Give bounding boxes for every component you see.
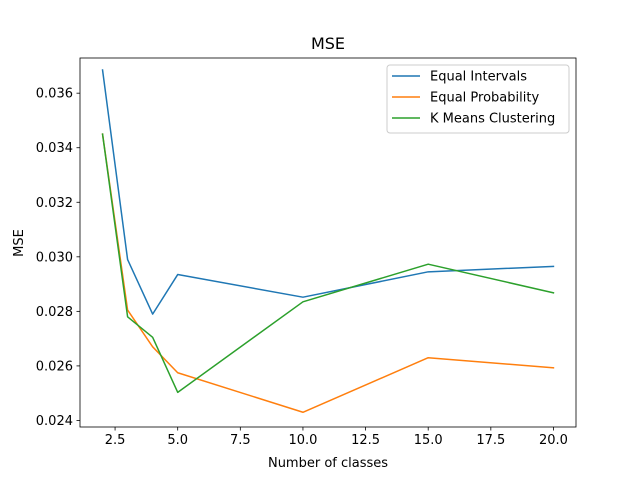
x-tick-label: 12.5 xyxy=(351,433,380,448)
x-tick-label: 5.0 xyxy=(167,433,188,448)
y-tick-label: 0.032 xyxy=(36,196,73,211)
x-tick-label: 15.0 xyxy=(414,433,443,448)
legend-label-3: K Means Clustering xyxy=(430,112,555,127)
series-line-2 xyxy=(101,133,555,414)
x-tick-label: 10.0 xyxy=(288,433,317,448)
y-tick-label: 0.036 xyxy=(36,87,73,102)
chart-title: MSE xyxy=(311,34,345,53)
x-tick-label: 2.5 xyxy=(105,433,126,448)
y-tick-label: 0.028 xyxy=(36,305,73,320)
y-tick-label: 0.026 xyxy=(36,359,73,374)
axes: 2.5 5.0 7.5 10.0 12.5 15.0 17.5 20.0 0.024 0.026 0… xyxy=(36,57,577,448)
y-axis-title: MSE xyxy=(12,229,27,257)
y-tick-label: 0.034 xyxy=(36,141,73,156)
x-tick-label: 7.5 xyxy=(230,433,251,448)
legend-box xyxy=(386,64,570,134)
legend: Equal Intervals Equal Probability K Means … xyxy=(386,64,570,134)
legend-label-1: Equal Intervals xyxy=(430,70,527,85)
y-tick-label: 0.024 xyxy=(36,414,73,429)
plot-area xyxy=(101,69,555,414)
series-line-1 xyxy=(101,69,555,315)
legend-label-2: Equal Probability xyxy=(430,91,539,106)
x-tick-label: 17.5 xyxy=(476,433,505,448)
x-axis-title: Number of classes xyxy=(268,456,388,471)
series-line-3 xyxy=(101,133,555,394)
x-tick-label: 20.0 xyxy=(539,433,568,448)
axes-frame xyxy=(79,57,577,428)
y-tick-label: 0.030 xyxy=(36,250,73,265)
